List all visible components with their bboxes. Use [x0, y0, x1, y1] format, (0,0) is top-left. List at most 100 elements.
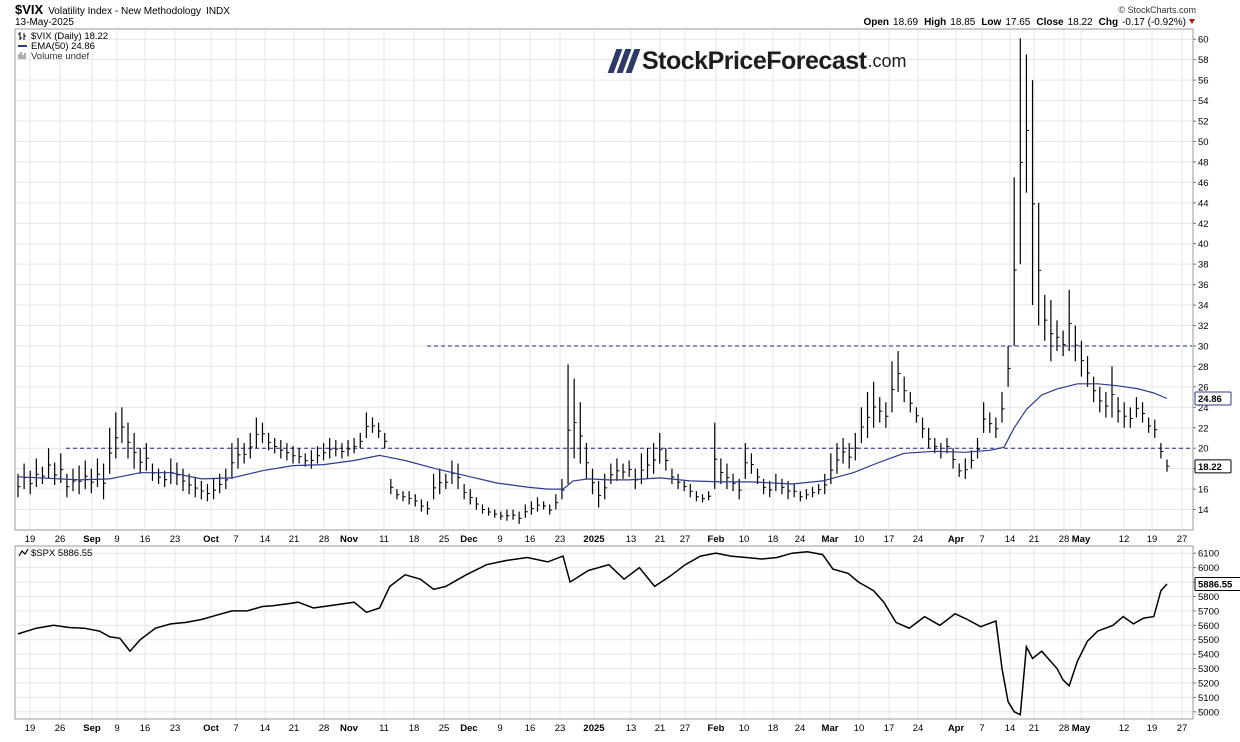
spx-x-tick-label: 26 [55, 723, 66, 734]
vix-bar [1025, 54, 1029, 193]
vix-bar [408, 491, 412, 505]
spx-x-tick-label: May [1072, 723, 1091, 734]
vix-x-tick-label: 16 [525, 534, 536, 545]
vix-bar [750, 453, 754, 474]
vix-bar [267, 432, 272, 451]
vix-bar [322, 443, 327, 461]
spx-x-tick-label: 19 [1147, 723, 1158, 734]
logo-slash-icon [607, 49, 641, 73]
chart-header: $VIX Volatility Index - New Methodology IN… [15, 2, 1196, 28]
watermark-brand: StockPriceForecast [642, 46, 867, 75]
vix-bar [756, 468, 761, 484]
vix-x-tick-label: Sep [83, 534, 101, 545]
vix-bar [426, 501, 430, 515]
spx-x-tick-label: 10 [739, 723, 750, 734]
vix-bar [995, 417, 999, 438]
vix-bar [371, 417, 375, 433]
vix-bar [457, 463, 461, 490]
ema-last-value-tag: 24.86 [1194, 391, 1232, 406]
vix-bar [1166, 459, 1170, 472]
spx-x-tick-label: 11 [379, 723, 389, 734]
vix-bar [555, 494, 559, 510]
vix-bar [744, 443, 748, 479]
vix-y-tick-label: 56 [1198, 76, 1209, 87]
vix-y-tick-label: 36 [1198, 280, 1209, 291]
vix-bar [286, 443, 290, 461]
vix-bar [17, 473, 21, 498]
spx-x-tick-label: 18 [768, 723, 779, 734]
vix-bar [591, 468, 595, 495]
spx-x-tick-label: 9 [114, 723, 119, 734]
vertical-gridlines [29, 30, 1183, 718]
line-chart-icon [18, 548, 29, 557]
vix-bar [255, 417, 259, 449]
spx-y-tick-label: 5800 [1198, 592, 1219, 603]
vix-bar [646, 448, 651, 479]
vix-bar [714, 422, 718, 490]
vix-bar [970, 450, 974, 469]
vix-x-tick-label: 28 [319, 534, 330, 545]
spx-y-tick-label: 5200 [1198, 678, 1219, 689]
vix-bar [206, 483, 210, 502]
chart-date: 13-May-2025 [15, 17, 74, 28]
open-label: Open [863, 17, 889, 28]
spx-y-tick-label: 5600 [1198, 621, 1219, 632]
vix-y-tick-label: 26 [1198, 382, 1209, 393]
vix-bar [420, 499, 424, 512]
high-value: 18.85 [950, 17, 975, 28]
vix-bar [897, 351, 901, 392]
vix-bar [316, 446, 320, 464]
vix-bar [102, 463, 107, 500]
close-label: Close [1036, 17, 1064, 28]
vix-bar [280, 440, 284, 459]
vix-bar [298, 448, 302, 464]
vix-x-tick-label: 10 [739, 534, 750, 545]
vix-x-tick-label: Mar [822, 534, 839, 545]
vix-bar [402, 491, 406, 502]
vix-x-tick-label: Apr [948, 534, 965, 545]
vix-bar [54, 462, 58, 486]
vix-x-tick-label: 24 [795, 534, 806, 545]
vix-bar [903, 376, 907, 403]
spx-panel-frame [14, 545, 1194, 720]
vix-bar [164, 470, 168, 488]
vix-bar [598, 480, 602, 508]
vix-y-tick-label: 32 [1198, 321, 1209, 332]
vix-bar [1160, 443, 1164, 459]
vix-bar [500, 511, 504, 520]
vix-bar [121, 407, 125, 444]
spx-legend: $SPX 5886.55 [18, 548, 92, 559]
vix-bar [341, 443, 345, 459]
vix-bar [475, 497, 479, 510]
vix-bar [799, 491, 803, 502]
vix-bar [292, 446, 296, 464]
vix-bar [225, 468, 229, 490]
vix-bar [261, 422, 265, 444]
spx-y-tick-label: 5000 [1198, 707, 1219, 718]
spx-x-tick-label: Mar [822, 723, 839, 734]
vix-bar [353, 437, 357, 454]
vix-x-tick-label: 21 [1029, 534, 1040, 545]
spx-x-tick-label: 28 [1059, 723, 1070, 734]
reference-lines [66, 345, 1192, 449]
vix-bar [1038, 202, 1042, 326]
vix-bar [579, 402, 583, 464]
vix-bar [84, 460, 88, 490]
vix-y-tick-label: 20 [1198, 444, 1209, 455]
vix-last-value-tag: 18.22 [1194, 459, 1232, 474]
vix-bar [873, 381, 877, 428]
ohlc-bar-icon [18, 32, 26, 40]
vix-bar [720, 458, 724, 484]
vix-bar [335, 440, 339, 457]
vix-bar [329, 437, 333, 459]
vix-bar [818, 483, 822, 495]
high-label: High [924, 17, 946, 28]
vix-bar [677, 473, 681, 490]
stockpriceforecast-watermark: StockPriceForecast .com [607, 44, 906, 78]
x-axis-labels: 19 19 26 26 Sep Sep 9 9 16 16 23 23 Oct Oct 7 7 14 14 21 21… [25, 534, 1188, 734]
vix-x-tick-label: 12 [1119, 534, 1130, 545]
vix-y-tick-label: 16 [1198, 485, 1209, 496]
vix-bar [610, 463, 614, 484]
vix-bar [842, 437, 846, 464]
